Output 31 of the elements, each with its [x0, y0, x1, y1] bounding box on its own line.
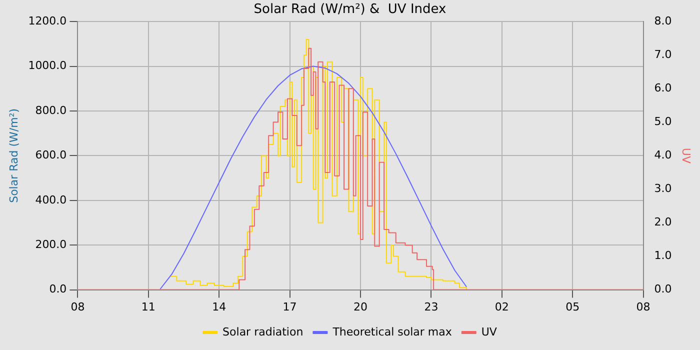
x-tick-label: 23 [424, 300, 438, 314]
x-tick-label: 08 [636, 300, 650, 314]
x-tick-label: 05 [566, 300, 580, 314]
y2-tick-label: 5.0 [654, 115, 672, 128]
x-tick-label: 02 [494, 300, 509, 314]
y-tick-label: 600.0 [35, 148, 67, 162]
y-tick-label: 400.0 [35, 193, 67, 206]
y-tick-label: 800.0 [35, 104, 67, 117]
y2-tick-label: 7.0 [654, 48, 672, 61]
x-tick-label: 20 [354, 300, 368, 314]
y-tick-label: 200.0 [35, 238, 67, 251]
legend-label: Solar radiation [222, 325, 304, 338]
y2-tick-label: 0.0 [654, 282, 672, 296]
y2-tick-label: 4.0 [654, 148, 672, 162]
y2-tick-label: 6.0 [654, 82, 672, 95]
y2-axis-title: UV [680, 148, 693, 164]
y2-tick-label: 8.0 [654, 14, 672, 28]
legend-label: Theoretical solar max [332, 325, 452, 338]
y2-tick-label: 3.0 [654, 182, 672, 196]
x-tick-label: 14 [212, 300, 226, 314]
y2-tick-label: 2.0 [654, 216, 672, 229]
y-tick-label: 1000.0 [28, 59, 67, 72]
y2-tick-label: 1.0 [654, 249, 672, 262]
y-axis-title: Solar Rad (W/m²) [7, 108, 20, 203]
chart-title: Solar Rad (W/m²) & UV Index [254, 2, 447, 18]
x-tick-label: 17 [282, 300, 297, 314]
y-tick-label: 0.0 [49, 282, 67, 296]
x-tick-label: 08 [70, 300, 85, 314]
x-tick-label: 11 [141, 300, 156, 314]
y-tick-label: 1200.0 [28, 14, 67, 28]
legend-label: UV [481, 325, 498, 338]
